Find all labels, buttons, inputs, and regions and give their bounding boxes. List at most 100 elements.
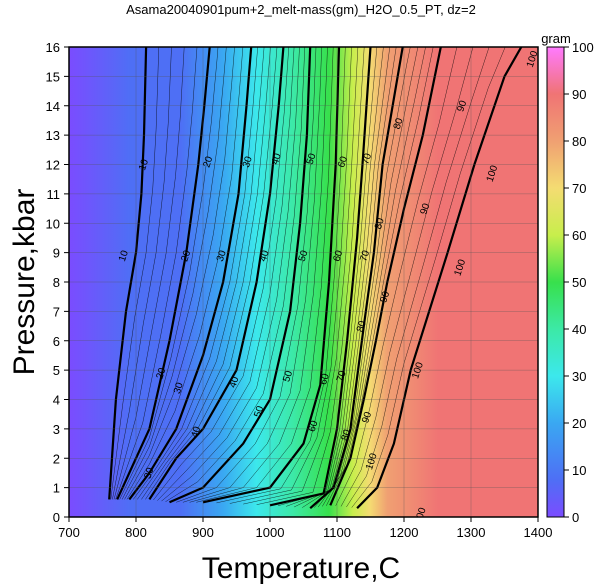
- chart-title: Asama20040901pum+2_melt-mass(gm)_H2O_0.5…: [126, 2, 476, 17]
- svg-text:30: 30: [215, 249, 229, 263]
- svg-text:30: 30: [143, 466, 157, 480]
- contour-label-70: 70: [360, 152, 374, 166]
- contour-label-100: 100: [525, 49, 541, 69]
- svg-text:50: 50: [281, 369, 295, 383]
- svg-text:60: 60: [331, 249, 345, 263]
- minor-contour-line: [196, 47, 334, 503]
- y-tick-label: 6: [53, 334, 60, 349]
- minor-contour-line: [165, 47, 306, 502]
- svg-text:60: 60: [336, 155, 350, 169]
- contour-label-100: 100: [410, 361, 426, 381]
- x-tick-label: 800: [125, 525, 147, 540]
- colorbar-label: gram: [541, 31, 571, 46]
- contour-label-80: 80: [339, 428, 353, 442]
- y-tick-label: 11: [47, 187, 61, 202]
- contour-label-100: 100: [413, 506, 429, 517]
- svg-text:10: 10: [137, 158, 151, 172]
- colorbar-tick-label: 50: [572, 275, 586, 290]
- y-tick-label: 7: [53, 304, 60, 319]
- svg-text:40: 40: [270, 152, 284, 166]
- plot-area: 1010202020303030304040404050505050606060…: [69, 47, 541, 517]
- svg-text:70: 70: [358, 249, 372, 263]
- contour-label-50: 50: [297, 249, 311, 263]
- contour-label-60: 60: [318, 372, 332, 386]
- svg-text:60: 60: [318, 372, 332, 386]
- svg-text:30: 30: [241, 155, 255, 169]
- contour-label-60: 60: [336, 155, 350, 169]
- contour-label-30: 30: [172, 381, 186, 395]
- minor-contour-line: [126, 47, 244, 500]
- colorbar-tick-label: 40: [572, 322, 586, 337]
- svg-text:80: 80: [339, 428, 353, 442]
- svg-text:20: 20: [201, 155, 215, 169]
- x-tick-label: 700: [58, 525, 80, 540]
- colorbar-tick-label: 10: [572, 463, 586, 478]
- contour-label-60: 60: [331, 249, 345, 263]
- y-tick-label: 10: [46, 216, 60, 231]
- minor-contour-line: [322, 47, 426, 507]
- colorbar: gram 0 10 20 30 40 50 60 70 80 90 100: [541, 31, 594, 525]
- x-axis-ticks: 700 800 900 1000 1100 1200 1300 1400: [58, 517, 552, 540]
- minor-contour-line: [153, 47, 290, 501]
- svg-text:100: 100: [485, 164, 501, 184]
- colorbar-tick-label: 70: [572, 181, 586, 196]
- minor-contour-line: [119, 47, 219, 500]
- contour-label-80: 80: [373, 216, 387, 230]
- svg-text:20: 20: [155, 366, 169, 380]
- minor-contour-line: [137, 47, 265, 500]
- x-axis-label: Temperature,C: [202, 552, 400, 585]
- contour-line-40: [148, 47, 285, 501]
- svg-text:40: 40: [189, 425, 203, 439]
- y-tick-label: 5: [53, 363, 60, 378]
- minor-contour-line: [133, 47, 258, 500]
- svg-text:80: 80: [373, 216, 387, 230]
- contour-label-20: 20: [155, 366, 169, 380]
- colorbar-scale: [546, 46, 565, 518]
- grid-lines: [69, 47, 538, 517]
- y-tick-label: 3: [53, 422, 60, 437]
- contour-label-40: 40: [258, 249, 272, 263]
- colorbar-tick-label: 30: [572, 369, 586, 384]
- contour-label-60: 60: [307, 419, 321, 433]
- colorbar-tick-label: 80: [572, 134, 586, 149]
- svg-text:90: 90: [419, 202, 433, 216]
- colorbar-tick-label: 100: [572, 40, 594, 55]
- svg-text:10: 10: [117, 249, 131, 263]
- minor-contour-line: [145, 47, 278, 500]
- svg-text:40: 40: [258, 249, 272, 263]
- y-tick-label: 1: [53, 481, 60, 496]
- minor-contour-line: [182, 47, 322, 503]
- colorbar-tick-label: 60: [572, 228, 586, 243]
- contour-label-80: 80: [392, 116, 406, 130]
- x-tick-label: 1400: [524, 525, 553, 540]
- contour-line-50: [169, 47, 312, 504]
- minor-contour-line: [317, 47, 419, 508]
- contour-label-40: 40: [189, 425, 203, 439]
- contour-label-70: 70: [335, 369, 349, 383]
- y-tick-label: 12: [46, 158, 60, 173]
- contour-label-10: 10: [117, 249, 131, 263]
- contour-label-30: 30: [215, 249, 229, 263]
- svg-text:80: 80: [355, 319, 369, 333]
- contour-label-100: 100: [485, 164, 501, 184]
- contour-label-100: 100: [364, 452, 380, 472]
- y-tick-label: 14: [46, 99, 60, 114]
- contour-label-50: 50: [281, 369, 295, 383]
- contour-labels: 1010202020303030304040404050505050606060…: [117, 49, 541, 517]
- minor-contour-line: [161, 47, 300, 502]
- contour-label-90: 90: [419, 202, 433, 216]
- y-tick-label: 2: [53, 451, 60, 466]
- colorbar-ticks: 0 10 20 30 40 50 60 70 80 90 100: [564, 40, 594, 525]
- minor-contour-line: [314, 47, 411, 508]
- svg-text:70: 70: [335, 369, 349, 383]
- contour-label-50: 50: [252, 404, 266, 418]
- y-tick-label: 16: [46, 40, 60, 55]
- minor-contour-line: [124, 47, 235, 500]
- y-tick-label: 8: [53, 275, 60, 290]
- colorbar-tick-label: 0: [572, 510, 579, 525]
- x-tick-label: 1200: [390, 525, 419, 540]
- svg-text:100: 100: [525, 49, 541, 69]
- svg-text:90: 90: [360, 410, 374, 424]
- contour-label-80: 80: [355, 319, 369, 333]
